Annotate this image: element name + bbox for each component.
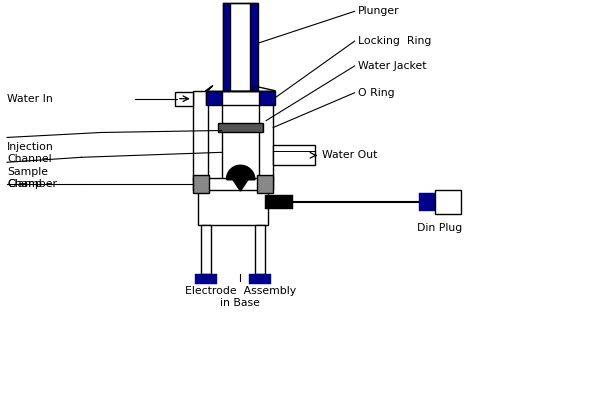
Text: Plunger: Plunger — [358, 6, 399, 16]
Bar — [223, 3, 258, 91]
Text: Sample
Chamber: Sample Chamber — [7, 167, 57, 189]
Text: O Ring: O Ring — [358, 88, 394, 98]
Bar — [250, 274, 271, 284]
Bar — [193, 178, 273, 190]
Bar — [218, 122, 263, 132]
Text: Electrode  Assembly
in Base: Electrode Assembly in Base — [185, 286, 296, 308]
Bar — [193, 175, 209, 193]
Bar — [265, 195, 293, 209]
Bar — [200, 225, 211, 274]
Text: Water In: Water In — [7, 94, 53, 104]
Text: Din Plug: Din Plug — [417, 223, 463, 233]
Bar — [221, 91, 259, 182]
Text: Clamp: Clamp — [7, 179, 42, 189]
Text: Injection
Channel: Injection Channel — [7, 142, 54, 164]
Bar — [193, 91, 208, 180]
Bar — [419, 193, 435, 211]
Text: Water Out: Water Out — [322, 150, 377, 160]
Text: Locking  Ring: Locking Ring — [358, 36, 431, 46]
Bar — [206, 91, 275, 105]
Bar — [195, 274, 217, 284]
Bar — [435, 190, 461, 214]
Bar — [223, 3, 230, 91]
Bar — [257, 175, 273, 193]
Bar — [198, 187, 268, 225]
Text: Water Jacket: Water Jacket — [358, 61, 426, 71]
Bar — [206, 91, 275, 105]
Bar — [230, 3, 250, 91]
Bar — [256, 225, 265, 274]
Bar — [273, 145, 315, 165]
Bar — [258, 91, 273, 180]
Bar — [250, 3, 258, 91]
Polygon shape — [232, 179, 248, 191]
Bar — [175, 92, 193, 106]
